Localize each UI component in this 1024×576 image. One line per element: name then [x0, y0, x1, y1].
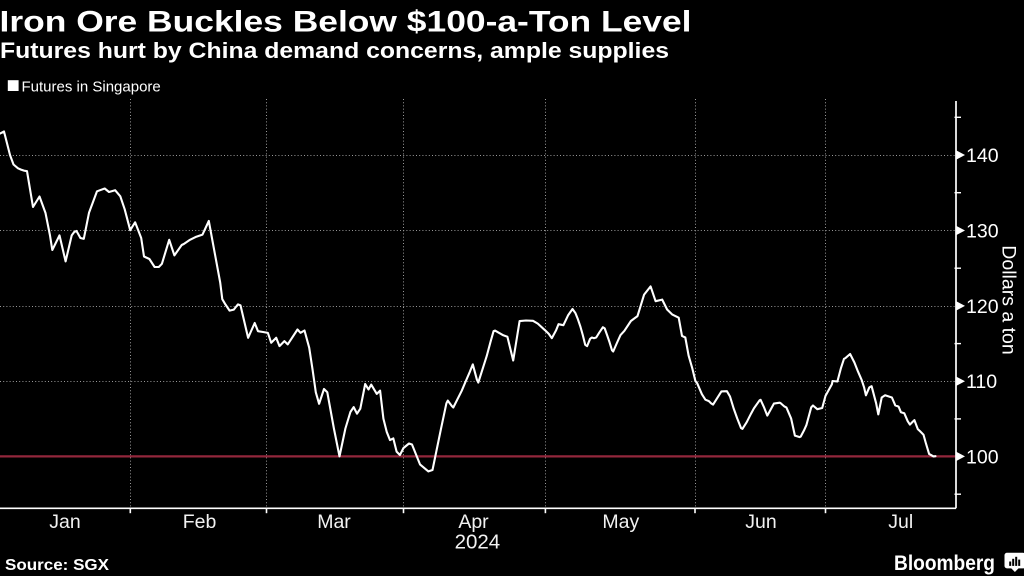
svg-text:Iron Ore Buckles Below $100-a-: Iron Ore Buckles Below $100-a-Ton Level: [0, 6, 692, 39]
svg-text:Futures in Singapore: Futures in Singapore: [22, 79, 161, 96]
svg-text:May: May: [602, 511, 639, 533]
svg-text:Jan: Jan: [49, 511, 80, 533]
svg-text:100: 100: [966, 446, 999, 468]
svg-text:Jul: Jul: [888, 511, 913, 533]
svg-text:Mar: Mar: [317, 511, 351, 533]
svg-text:130: 130: [966, 221, 999, 243]
svg-text:2024: 2024: [455, 531, 501, 554]
svg-text:Dollars a ton: Dollars a ton: [998, 245, 1020, 354]
svg-text:Source: SGX: Source: SGX: [5, 557, 109, 574]
svg-text:Apr: Apr: [458, 511, 489, 533]
svg-text:120: 120: [966, 296, 999, 318]
svg-text:Feb: Feb: [183, 511, 217, 533]
svg-text:Jun: Jun: [745, 511, 776, 533]
svg-text:110: 110: [966, 371, 997, 393]
svg-text:140: 140: [966, 145, 999, 167]
svg-text:Bloomberg: Bloomberg: [894, 552, 995, 575]
svg-text:Futures hurt by China demand c: Futures hurt by China demand concerns, a…: [0, 38, 669, 63]
